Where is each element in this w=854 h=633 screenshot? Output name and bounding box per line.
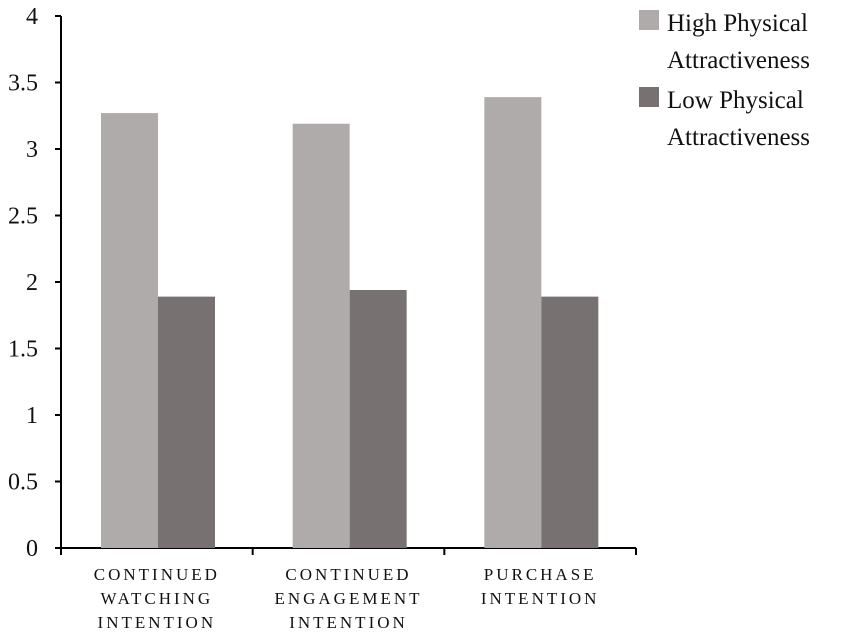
y-tick-label: 3 [26, 137, 38, 163]
x-axis [60, 547, 637, 555]
legend-label: Attractiveness [667, 124, 810, 151]
y-tick-label: 0 [26, 536, 38, 562]
y-tick-label: 2 [26, 270, 38, 296]
y-tick-label: 0.5 [8, 470, 38, 496]
legend-label: Low Physical [667, 87, 804, 114]
y-tick-label: 1 [26, 403, 38, 429]
category-label: PURCHASE [484, 565, 597, 584]
category-label: INTENTION [481, 589, 600, 608]
category-label: ENGAGEMENT [274, 589, 422, 608]
y-axis: 0 0.5 1 1.5 2 2.5 3 3.5 4 [8, 4, 62, 562]
bar-low-2 [541, 296, 599, 548]
bar-high-0 [101, 113, 158, 548]
category-labels: CONTINUED WATCHING INTENTION CONTINUED ENGAG… [94, 565, 600, 632]
y-tick-label: 2.5 [8, 204, 38, 230]
legend: High Physical Attractiveness Low Physical A… [639, 10, 810, 151]
y-tick-label: 4 [26, 4, 38, 30]
bar-low-1 [349, 289, 407, 548]
bar-high-2 [484, 97, 542, 548]
legend-swatch [639, 10, 659, 30]
category-label: CONTINUED [94, 565, 220, 584]
legend-swatch [639, 87, 659, 107]
category-label: CONTINUED [285, 565, 411, 584]
bar-high-1 [292, 123, 350, 548]
bars [101, 97, 599, 548]
category-label: INTENTION [289, 613, 408, 632]
category-label: WATCHING [100, 589, 213, 608]
legend-label: Attractiveness [667, 47, 810, 74]
bar-low-0 [158, 296, 215, 548]
y-tick-label: 1.5 [8, 337, 38, 363]
category-label: INTENTION [98, 613, 217, 632]
y-tick-label: 3.5 [8, 71, 38, 97]
legend-label: High Physical [667, 10, 808, 37]
